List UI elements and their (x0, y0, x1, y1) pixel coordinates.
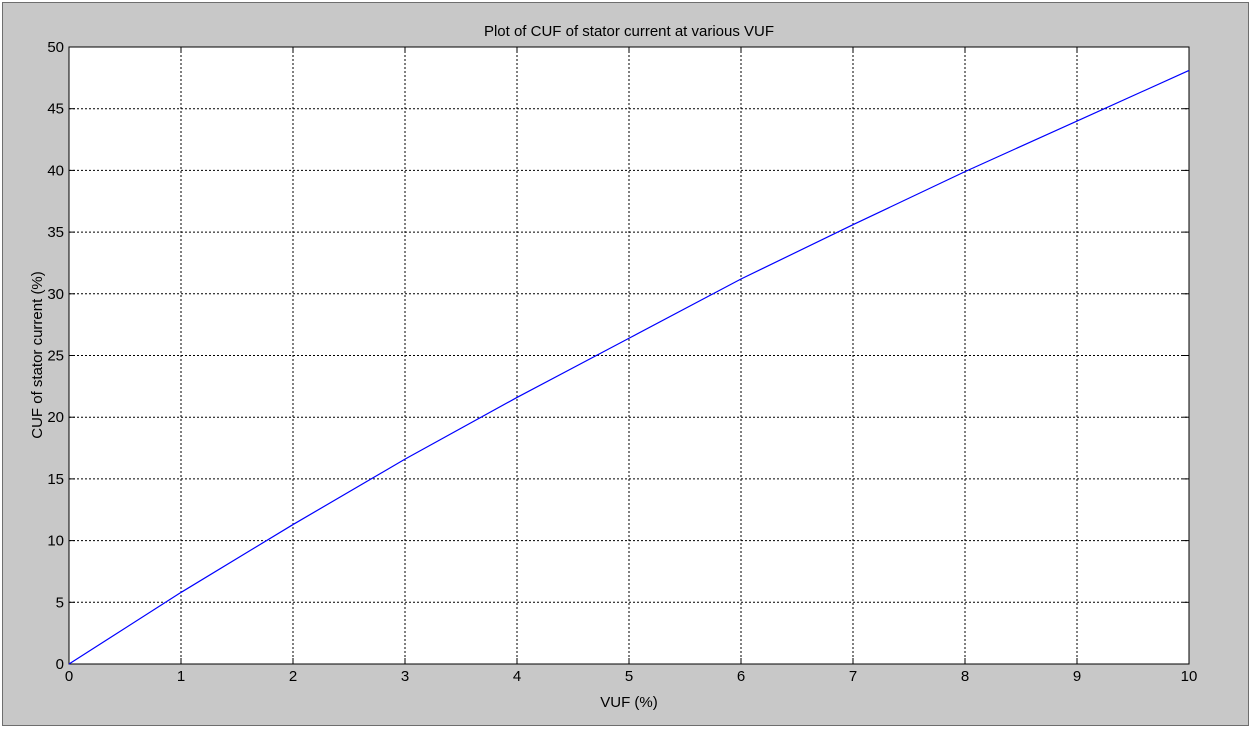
x-tick-labels: 0 1 2 3 4 5 6 7 8 9 10 (65, 668, 1198, 685)
y-tick-label: 40 (47, 162, 64, 179)
series (68, 69, 1190, 665)
y-axis-label: CUF of stator current (%) (29, 271, 46, 439)
x-tick-label: 2 (289, 668, 297, 685)
y-tick-label: 50 (47, 39, 64, 56)
y-tick-label: 15 (47, 471, 64, 488)
x-tick-label: 5 (625, 668, 633, 685)
ticks (68, 46, 1190, 665)
x-tick-label: 0 (65, 668, 73, 685)
y-tick-labels: 0 5 10 15 20 25 30 35 40 45 50 (47, 39, 64, 673)
y-tick-label: 5 (56, 594, 64, 611)
x-tick-label: 4 (513, 668, 521, 685)
y-tick-label: 45 (47, 101, 64, 118)
x-axis-label: VUF (%) (600, 694, 658, 711)
chart-title: Plot of CUF of stator current at various… (484, 23, 774, 40)
series-line (68, 69, 1190, 665)
y-tick-label: 0 (56, 656, 64, 673)
y-tick-label: 30 (47, 286, 64, 303)
x-tick-label: 10 (1181, 668, 1198, 685)
x-tick-label: 1 (177, 668, 185, 685)
x-tick-label: 3 (401, 668, 409, 685)
grid (69, 47, 1189, 664)
y-tick-label: 10 (47, 533, 64, 550)
x-tick-label: 9 (1073, 668, 1081, 685)
x-tick-label: 7 (849, 668, 857, 685)
x-tick-label: 6 (737, 668, 745, 685)
y-tick-label: 35 (47, 224, 64, 241)
y-tick-label: 20 (47, 409, 64, 426)
x-tick-label: 8 (961, 668, 969, 685)
y-tick-label: 25 (47, 348, 64, 365)
